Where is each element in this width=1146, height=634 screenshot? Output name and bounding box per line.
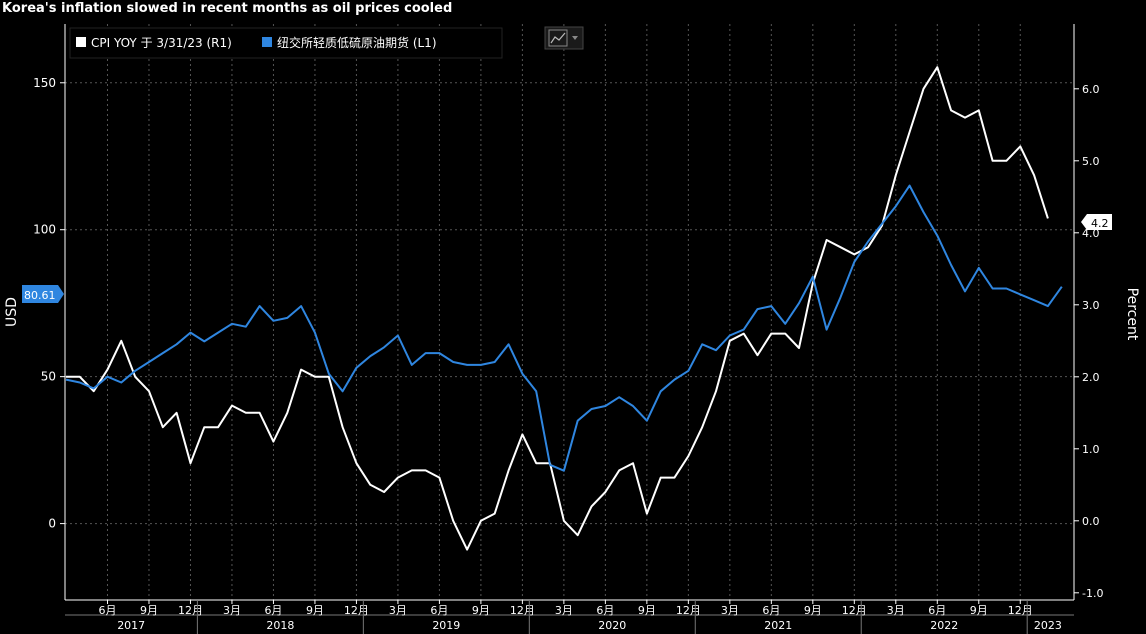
right-tick-label: 1.0: [1082, 443, 1100, 456]
right-axis-ticks: -1.0 0.0 1.0 2.0 3.0 4.0 5.0 6.0: [1074, 83, 1103, 600]
legend-label-cpi: CPI YOY 于 3/31/23 (R1): [91, 36, 232, 50]
left-tick-label: 50: [41, 370, 56, 384]
legend-label-oil: 纽交所轻质低硫原油期货 (L1): [277, 35, 437, 50]
left-tick-label: 150: [33, 76, 56, 90]
x-tick-label: 12月: [676, 604, 701, 617]
cpi-series-line: [66, 66, 1049, 551]
line-chart-icon-frame: [548, 29, 568, 47]
chart-type-button[interactable]: [544, 26, 584, 50]
right-tick-label: 4.0: [1082, 227, 1100, 240]
x-tick-label: 6月: [928, 604, 946, 617]
x-tick-label: 9月: [970, 604, 988, 617]
cpi-badge-shape: [1081, 214, 1112, 230]
x-tick-label: 6月: [98, 604, 116, 617]
x-tick-label: 9月: [306, 604, 324, 617]
right-tick-label: 6.0: [1082, 83, 1100, 96]
line-chart-icon: [550, 32, 566, 44]
left-tick-label: 0: [48, 517, 56, 531]
x-tick-label: 12月: [842, 604, 867, 617]
x-axis-ticks: 6月 9月 12月 3月 6月 9月 12月 3月 6月 9月 12月 3月 6月 9月 12月 3月 6月 9月…: [98, 600, 1062, 634]
oil-badge-shape: [22, 285, 64, 303]
year-label: 2020: [598, 619, 626, 632]
year-label: 2018: [266, 619, 294, 632]
x-tick-label: 12月: [344, 604, 369, 617]
x-tick-label: 12月: [510, 604, 535, 617]
x-tick-label: 9月: [638, 604, 656, 617]
oil-last-value-badge: 80.61: [22, 285, 64, 303]
grid-lines: [65, 24, 1074, 600]
right-tick-label: 3.0: [1082, 299, 1100, 312]
year-label: 2021: [764, 619, 792, 632]
x-tick-label: 3月: [721, 604, 739, 617]
x-tick-label: 6月: [596, 604, 614, 617]
chart-title: Korea's inflation slowed in recent month…: [2, 1, 453, 16]
x-tick-label: 9月: [472, 604, 490, 617]
x-tick-label: 12月: [1008, 604, 1033, 617]
cpi-last-value-badge: 4.2: [1081, 214, 1112, 230]
legend-swatch-cpi: [76, 37, 86, 47]
series-layer: [65, 66, 1063, 551]
right-tick-label: 2.0: [1082, 371, 1100, 384]
x-tick-label: 3月: [887, 604, 905, 617]
right-axis-label: Percent: [1124, 288, 1140, 341]
x-tick-label: 12月: [178, 604, 203, 617]
x-tick-label: 3月: [389, 604, 407, 617]
left-tick-label: 100: [33, 223, 56, 237]
left-axis-ticks: 0 50 100 150: [33, 76, 65, 531]
x-tick-label: 9月: [804, 604, 822, 617]
x-tick-label: 6月: [264, 604, 282, 617]
year-label: 2017: [117, 619, 145, 632]
chevron-down-icon: [572, 36, 578, 40]
x-tick-label: 6月: [762, 604, 780, 617]
right-tick-label: 5.0: [1082, 155, 1100, 168]
x-tick-label: 3月: [223, 604, 241, 617]
cpi-last-value: 4.2: [1091, 217, 1109, 230]
right-tick-label: -1.0: [1082, 587, 1103, 600]
left-axis-label: USD: [4, 297, 20, 327]
legend-box: [69, 27, 503, 59]
chart-type-button-box[interactable]: [544, 26, 584, 50]
legend-swatch-oil: [262, 37, 272, 47]
oil-last-value: 80.61: [24, 289, 56, 302]
year-label: 2023: [1034, 619, 1062, 632]
legend: CPI YOY 于 3/31/23 (R1) 纽交所轻质低硫原油期货 (L1): [69, 27, 503, 59]
x-tick-label: 9月: [140, 604, 158, 617]
x-tick-label: 6月: [430, 604, 448, 617]
oil-series-line: [65, 184, 1063, 472]
year-label: 2022: [930, 619, 958, 632]
year-label: 2019: [432, 619, 460, 632]
axes: [64, 24, 1075, 616]
right-tick-label: 0.0: [1082, 515, 1100, 528]
x-tick-label: 3月: [555, 604, 573, 617]
